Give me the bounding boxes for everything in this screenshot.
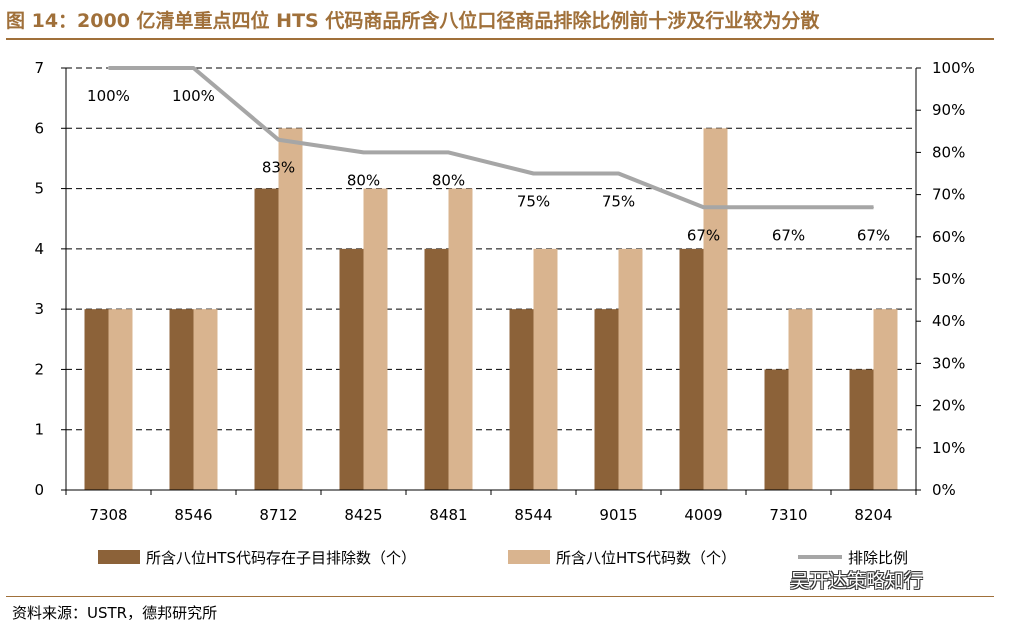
x-tick-label: 8712	[259, 506, 297, 524]
y-tick-label-right: 80%	[932, 143, 965, 161]
ratio-point-8204	[873, 206, 874, 208]
bar-excluded-9015	[594, 309, 619, 490]
chart: 100% 100% 83% 80% 80% 75% 75% 67% 67% 67% 0 1 2 3 4 5 6…	[34, 59, 974, 567]
y-tick-label-left: 4	[34, 240, 44, 258]
bar-excluded-8425	[339, 248, 364, 490]
ratio-data-label: 80%	[432, 171, 465, 189]
x-tick-label: 9015	[599, 506, 637, 524]
x-tick-label: 7308	[89, 506, 127, 524]
bar-excluded-8546	[169, 309, 194, 490]
bar-total-8544	[533, 248, 558, 490]
y-tick-label-right: 40%	[932, 312, 965, 330]
bar-total-7310	[788, 309, 813, 490]
ratio-point-8712	[278, 139, 279, 141]
bar-total-8481	[448, 188, 473, 491]
y-tick-label-right: 20%	[932, 397, 965, 415]
ratio-data-label: 67%	[772, 226, 805, 244]
chart-title: 图 14：2000 亿清单重点四位 HTS 代码商品所含八位口径商品排除比例前十…	[6, 10, 820, 32]
x-tick-label: 4009	[684, 506, 722, 524]
y-tick-label-right: 30%	[932, 354, 965, 372]
x-tick-label: 8425	[344, 506, 382, 524]
ratio-data-label: 67%	[687, 226, 720, 244]
bar-total-8546	[193, 309, 218, 490]
ratio-data-label: 67%	[857, 226, 890, 244]
data-labels: 100% 100% 83% 80% 80% 75% 75% 67% 67% 67%	[87, 87, 890, 244]
y-tick-label-left: 1	[34, 421, 44, 439]
ratio-point-8481	[448, 151, 449, 153]
ratio-point-7308	[108, 67, 109, 69]
x-tick-label: 8204	[854, 506, 892, 524]
axes: 012345670%10%20%30%40%50%60%70%80%90%100…	[34, 59, 974, 524]
y-tick-label-right: 70%	[932, 186, 965, 204]
ratio-point-8425	[363, 151, 364, 153]
legend-swatch-excluded	[98, 550, 140, 564]
bar-excluded-8481	[424, 248, 449, 490]
ratio-point-8544	[533, 173, 534, 174]
ratio-data-label: 80%	[347, 171, 380, 189]
bar-total-9015	[618, 248, 643, 490]
ratio-series-line	[108, 66, 874, 210]
legend: 所含八位HTS代码存在子目排除数（个） 所含八位HTS代码数（个） 排除比例	[98, 549, 908, 567]
y-tick-label-right: 100%	[932, 59, 975, 77]
y-tick-label-left: 6	[34, 119, 44, 137]
y-tick-label-right: 10%	[932, 439, 965, 457]
x-tick-label: 7310	[769, 506, 807, 524]
x-tick-label: 8546	[174, 506, 212, 524]
legend-label-total: 所含八位HTS代码数（个）	[556, 549, 736, 567]
y-tick-label-left: 3	[34, 300, 44, 318]
legend-label-excluded: 所含八位HTS代码存在子目排除数（个）	[146, 549, 416, 567]
y-tick-label-right: 50%	[932, 270, 965, 288]
ratio-point-7310	[788, 206, 789, 208]
ratio-data-label: 100%	[172, 87, 215, 105]
y-tick-label-left: 5	[34, 180, 44, 198]
y-tick-label-left: 7	[34, 59, 44, 77]
y-tick-label-right: 90%	[932, 101, 965, 119]
legend-label-ratio: 排除比例	[848, 549, 908, 567]
bars	[84, 128, 898, 491]
bar-total-8712	[278, 128, 303, 491]
footer-divider	[6, 596, 994, 597]
ratio-point-9015	[618, 173, 619, 174]
watermark: 吴开达策略知行	[790, 570, 924, 592]
bar-excluded-8544	[509, 309, 534, 490]
y-tick-label-right: 0%	[932, 481, 956, 499]
y-tick-label-left: 2	[34, 360, 44, 378]
ratio-data-label: 75%	[602, 193, 635, 211]
bar-total-4009	[703, 128, 728, 491]
bar-excluded-7308	[84, 309, 109, 490]
source-note: 资料来源：USTR，德邦研究所	[12, 604, 218, 622]
y-tick-label-left: 0	[34, 481, 44, 499]
bar-excluded-8204	[849, 369, 874, 490]
legend-swatch-total	[508, 550, 550, 564]
ratio-data-label: 83%	[262, 159, 295, 177]
ratio-point-8546	[193, 67, 194, 69]
bar-total-8204	[873, 309, 898, 490]
ratio-data-label: 75%	[517, 193, 550, 211]
ratio-point-4009	[703, 206, 704, 208]
bar-excluded-8712	[254, 188, 279, 491]
bar-total-8425	[363, 188, 388, 491]
bar-total-7308	[108, 309, 133, 490]
bar-excluded-4009	[679, 248, 704, 490]
title-divider	[6, 38, 994, 40]
x-tick-label: 8544	[514, 506, 552, 524]
x-tick-label: 8481	[429, 506, 467, 524]
ratio-line	[108, 66, 874, 210]
bar-excluded-7310	[764, 369, 789, 490]
ratio-data-label: 100%	[87, 87, 130, 105]
y-tick-label-right: 60%	[932, 228, 965, 246]
